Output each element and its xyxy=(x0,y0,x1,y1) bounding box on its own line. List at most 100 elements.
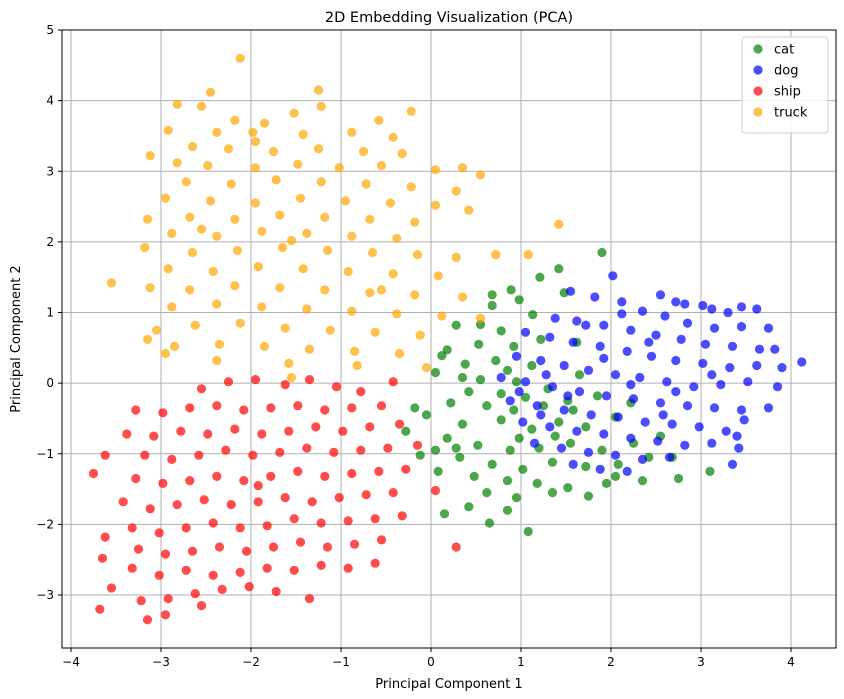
point-truck xyxy=(374,115,384,125)
point-truck xyxy=(145,151,155,161)
y-tick-label: 4 xyxy=(46,94,54,108)
x-tick-label: −4 xyxy=(62,655,80,669)
point-dog xyxy=(536,410,546,420)
point-dog xyxy=(536,355,546,366)
point-ship xyxy=(322,542,333,552)
point-dog xyxy=(736,302,747,312)
point-cat xyxy=(509,405,519,415)
point-dog xyxy=(635,372,645,383)
series-dog xyxy=(496,271,807,476)
series-truck xyxy=(106,53,564,383)
point-ship xyxy=(280,380,290,390)
point-truck xyxy=(451,186,461,196)
point-dog xyxy=(777,363,787,373)
data-points xyxy=(88,53,807,625)
point-truck xyxy=(289,108,299,118)
point-truck xyxy=(392,309,402,319)
point-dog xyxy=(545,422,555,432)
point-ship xyxy=(223,377,234,387)
point-dog xyxy=(671,355,681,366)
point-dog xyxy=(496,372,506,383)
point-ship xyxy=(331,382,342,392)
point-cat xyxy=(484,518,495,528)
point-truck xyxy=(205,87,216,97)
point-truck xyxy=(451,252,461,262)
point-truck xyxy=(250,198,261,208)
point-ship xyxy=(307,497,317,507)
point-ship xyxy=(370,558,380,568)
point-truck xyxy=(106,278,117,288)
point-dog xyxy=(707,304,717,314)
point-ship xyxy=(154,570,164,580)
point-dog xyxy=(680,440,690,450)
chart-title: 2D Embedding Visualization (PCA) xyxy=(325,10,573,26)
point-cat xyxy=(536,334,546,344)
point-ship xyxy=(347,403,357,413)
point-cat xyxy=(455,452,465,462)
point-truck xyxy=(437,311,447,321)
point-ship xyxy=(185,476,195,486)
point-ship xyxy=(289,514,299,524)
point-cat xyxy=(469,471,479,481)
plot-frame xyxy=(61,29,837,649)
y-tick-label: −3 xyxy=(36,588,54,602)
legend-label-truck: truck xyxy=(774,106,808,121)
x-tick-label: 3 xyxy=(697,655,705,669)
point-dog xyxy=(770,344,780,354)
point-dog xyxy=(595,341,605,351)
point-cat xyxy=(523,526,533,537)
point-cat xyxy=(547,488,558,498)
point-dog xyxy=(646,351,657,361)
point-dog xyxy=(568,337,578,347)
point-dog xyxy=(595,464,605,474)
point-truck xyxy=(406,106,416,116)
point-truck xyxy=(475,313,486,323)
point-cat xyxy=(597,247,607,258)
axis-ticks: −4 −3 −2 −1 0 1 2 3 4 −3 −2 −1 0 1 2 3 4 5 xyxy=(36,23,795,669)
point-ship xyxy=(131,405,141,415)
point-truck xyxy=(412,250,423,260)
point-ship xyxy=(329,447,339,457)
point-ship xyxy=(88,468,99,479)
series-cat xyxy=(401,247,715,537)
point-truck xyxy=(343,266,353,277)
point-ship xyxy=(203,429,213,439)
point-cat xyxy=(583,491,594,501)
point-cat xyxy=(509,341,519,351)
point-ship xyxy=(334,493,344,503)
point-truck xyxy=(185,212,195,222)
point-dog xyxy=(529,438,540,448)
point-truck xyxy=(340,196,351,206)
point-truck xyxy=(286,235,297,246)
point-dog xyxy=(617,309,627,319)
point-truck xyxy=(235,318,245,328)
point-cat xyxy=(505,445,515,455)
point-cat xyxy=(597,445,607,455)
point-dog xyxy=(599,320,609,330)
point-ship xyxy=(235,523,245,533)
y-tick-label: −1 xyxy=(36,447,54,461)
point-dog xyxy=(590,292,600,302)
point-ship xyxy=(451,542,461,552)
point-dog xyxy=(689,382,699,392)
point-ship xyxy=(136,596,146,606)
point-cat xyxy=(514,295,524,305)
point-ship xyxy=(241,546,252,556)
point-dog xyxy=(667,419,677,429)
point-truck xyxy=(284,358,294,368)
point-cat xyxy=(487,300,497,311)
point-ship xyxy=(253,481,263,491)
point-truck xyxy=(232,245,243,255)
point-truck xyxy=(212,299,222,309)
point-truck xyxy=(304,344,315,354)
point-truck xyxy=(392,233,402,243)
point-dog xyxy=(626,325,636,335)
x-tick-label: 4 xyxy=(787,655,795,669)
point-truck xyxy=(457,292,468,302)
point-ship xyxy=(131,473,141,484)
point-dog xyxy=(563,391,573,401)
point-truck xyxy=(253,262,263,272)
point-dog xyxy=(743,377,753,387)
point-ship xyxy=(275,447,285,457)
point-dog xyxy=(671,387,681,397)
